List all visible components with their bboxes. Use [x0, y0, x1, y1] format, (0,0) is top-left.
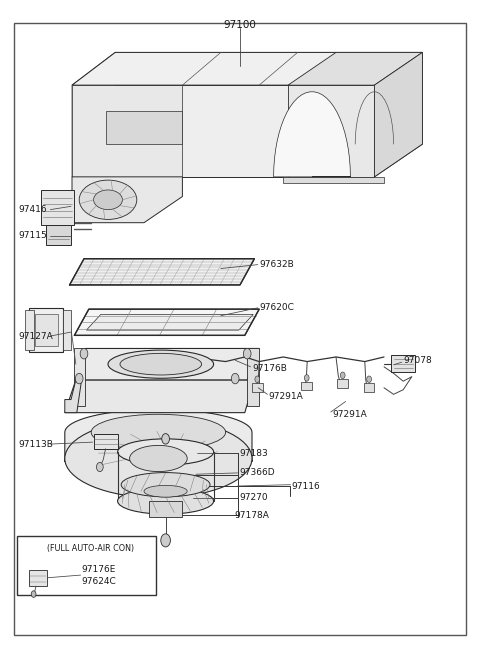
Polygon shape: [274, 92, 350, 177]
Ellipse shape: [108, 350, 214, 379]
Circle shape: [231, 373, 239, 384]
Polygon shape: [283, 177, 384, 183]
Polygon shape: [288, 85, 374, 177]
Polygon shape: [29, 570, 47, 586]
Circle shape: [304, 375, 309, 381]
Text: 97116: 97116: [292, 481, 321, 491]
Polygon shape: [41, 190, 74, 225]
Polygon shape: [149, 501, 182, 517]
Polygon shape: [46, 225, 71, 245]
Circle shape: [172, 449, 179, 458]
Text: 97183: 97183: [239, 449, 268, 458]
Polygon shape: [247, 348, 259, 406]
Text: 97115: 97115: [18, 231, 47, 240]
Polygon shape: [72, 85, 182, 177]
Polygon shape: [74, 348, 259, 380]
Text: 97178A: 97178A: [234, 511, 269, 520]
Polygon shape: [65, 380, 254, 413]
Polygon shape: [25, 310, 34, 350]
Circle shape: [80, 348, 88, 359]
Polygon shape: [72, 52, 422, 85]
Ellipse shape: [118, 488, 214, 514]
Circle shape: [255, 376, 260, 383]
Ellipse shape: [120, 354, 202, 375]
Circle shape: [340, 372, 345, 379]
Polygon shape: [72, 177, 182, 223]
Ellipse shape: [94, 190, 122, 210]
Polygon shape: [65, 380, 82, 413]
Text: 97113B: 97113B: [18, 440, 53, 449]
Bar: [337, 379, 348, 388]
Polygon shape: [86, 314, 253, 330]
Polygon shape: [72, 52, 115, 177]
Polygon shape: [374, 52, 422, 177]
Polygon shape: [374, 52, 422, 177]
Polygon shape: [94, 434, 118, 449]
Bar: [301, 382, 312, 390]
Text: 97291A: 97291A: [269, 392, 303, 401]
Text: 97624C: 97624C: [82, 577, 116, 586]
Bar: [364, 383, 374, 392]
Ellipse shape: [130, 445, 187, 472]
Bar: [252, 383, 263, 392]
Circle shape: [75, 373, 83, 384]
Text: 97632B: 97632B: [259, 260, 294, 269]
Text: 97176B: 97176B: [252, 364, 287, 373]
Circle shape: [162, 434, 169, 444]
Polygon shape: [74, 348, 85, 406]
Bar: [17, 536, 156, 595]
Polygon shape: [35, 314, 58, 346]
Text: 97620C: 97620C: [259, 303, 294, 312]
Polygon shape: [391, 355, 415, 372]
Text: 97176E: 97176E: [82, 565, 116, 574]
Circle shape: [161, 534, 170, 547]
Circle shape: [243, 348, 251, 359]
Text: (FULL AUTO-AIR CON): (FULL AUTO-AIR CON): [47, 544, 134, 553]
Polygon shape: [29, 308, 63, 352]
Ellipse shape: [91, 415, 226, 451]
Polygon shape: [288, 52, 422, 85]
Ellipse shape: [79, 180, 137, 219]
Polygon shape: [70, 259, 254, 285]
Ellipse shape: [118, 439, 214, 465]
Circle shape: [31, 591, 36, 597]
Text: 97366D: 97366D: [239, 468, 275, 477]
Text: 97291A: 97291A: [332, 410, 367, 419]
Polygon shape: [72, 85, 374, 177]
Text: 97127A: 97127A: [18, 331, 53, 341]
Ellipse shape: [121, 473, 210, 496]
Text: 97100: 97100: [224, 20, 256, 30]
Circle shape: [96, 462, 103, 472]
Polygon shape: [63, 310, 71, 350]
Polygon shape: [65, 409, 252, 462]
Text: 97078: 97078: [403, 356, 432, 365]
Text: 97416: 97416: [18, 205, 47, 214]
Polygon shape: [106, 111, 182, 144]
Ellipse shape: [65, 419, 252, 498]
Polygon shape: [74, 309, 259, 335]
Circle shape: [367, 376, 372, 383]
Ellipse shape: [144, 485, 187, 497]
Text: 97270: 97270: [239, 493, 268, 502]
